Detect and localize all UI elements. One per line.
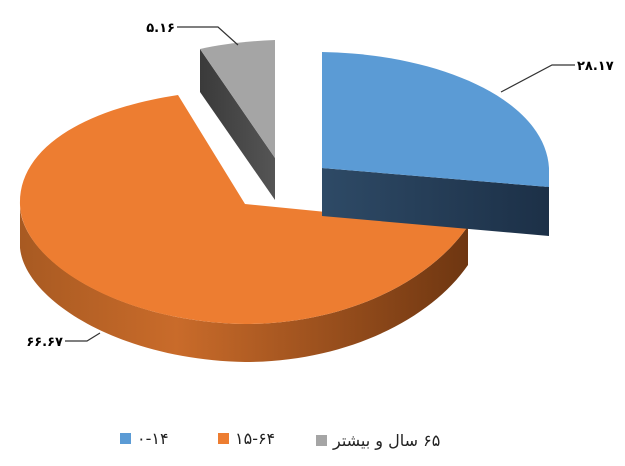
- slice-65-plus-top: [200, 40, 275, 158]
- data-label-65-plus: ۵.۱۶: [146, 21, 175, 36]
- slice-15-64-side: [20, 208, 468, 362]
- legend-item-65-plus: ۶۵ سال و بیشتر: [316, 431, 440, 450]
- slice-65-plus-side: [200, 49, 275, 200]
- data-label-0-14: ۲۸.۱۷: [577, 59, 614, 74]
- legend-label-65-plus: ۶۵ سال و بیشتر: [333, 431, 441, 450]
- leader-line-15-64: [65, 332, 101, 342]
- pie-chart: ۲۸.۱۷ ۶۶.۶۷ ۵.۱۶: [19, 21, 614, 362]
- slice-0-14-side: [322, 168, 549, 236]
- leader-line-0-14: [500, 64, 575, 93]
- data-label-15-64: ۶۶.۶۷: [26, 335, 63, 350]
- legend-label-0-14: ۰-۱۴: [137, 429, 169, 448]
- slice-0-14: [322, 52, 549, 236]
- legend-item-0-14: ۰-۱۴: [120, 429, 169, 448]
- slice-15-64: [19, 95, 469, 362]
- leader-lines: [65, 26, 575, 342]
- slice-0-14-top: [322, 52, 549, 187]
- legend-label-15-64: ۱۵-۶۴: [235, 429, 276, 448]
- legend-item-15-64: ۱۵-۶۴: [218, 429, 275, 448]
- slice-15-64-top: [19, 95, 469, 324]
- legend-swatch-0-14: [120, 433, 131, 444]
- legend-swatch-65-plus: [316, 435, 327, 446]
- chart-legend: ۰-۱۴ ۱۵-۶۴ ۶۵ سال و بیشتر: [0, 425, 625, 465]
- leader-line-65-plus: [177, 26, 239, 46]
- slice-65-plus: [200, 40, 275, 200]
- legend-swatch-15-64: [218, 433, 229, 444]
